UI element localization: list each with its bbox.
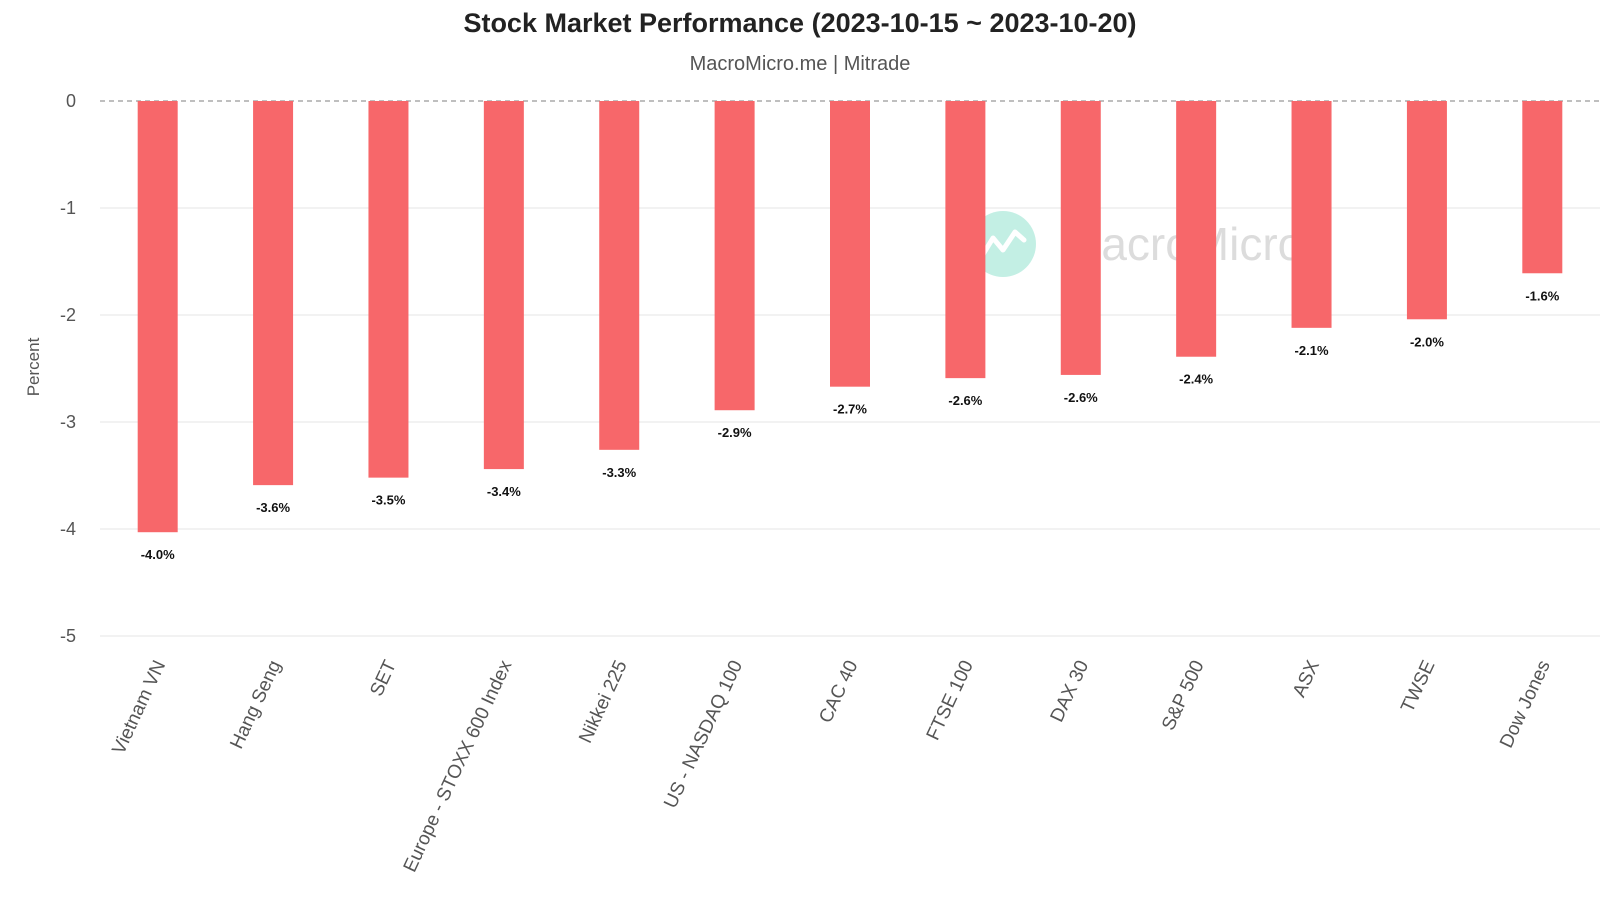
x-tick-label: S&P 500 — [1158, 657, 1209, 734]
data-label: -2.0% — [1410, 334, 1444, 349]
x-tick-label: Dow Jones — [1496, 657, 1555, 751]
y-tick-label: -2 — [60, 305, 76, 325]
data-label: -3.3% — [602, 465, 636, 480]
bar[interactable] — [253, 101, 294, 486]
trend-chart-icon — [970, 211, 1036, 277]
y-tick-label: -1 — [60, 198, 76, 218]
data-label: -2.1% — [1295, 343, 1329, 358]
bar[interactable] — [137, 101, 178, 533]
bar[interactable] — [483, 101, 524, 470]
data-label: -1.6% — [1525, 288, 1559, 303]
y-tick-label: -3 — [60, 412, 76, 432]
bar[interactable] — [368, 101, 409, 478]
chart-subtitle: MacroMicro.me | Mitrade — [689, 53, 911, 75]
x-tick-label: DAX 30 — [1047, 657, 1094, 725]
x-tick-label: Hang Seng — [226, 657, 285, 752]
x-tick-label: CAC 40 — [815, 657, 862, 726]
data-label: -2.4% — [1179, 372, 1213, 387]
data-labels: -4.0% -3.6% -3.5% -3.4% -3.3% -2.9% -2.7% -2.6%… — [141, 288, 1560, 562]
data-label: -2.9% — [718, 425, 752, 440]
y-tick-label: -5 — [60, 626, 76, 646]
data-label: -3.4% — [487, 484, 521, 499]
y-tick-label: 0 — [66, 91, 76, 111]
bar[interactable] — [945, 101, 986, 379]
data-label: -2.6% — [1064, 390, 1098, 405]
data-label: -2.7% — [833, 402, 867, 417]
bar[interactable] — [1060, 101, 1101, 375]
bar[interactable] — [1176, 101, 1217, 357]
bars — [137, 101, 1563, 533]
x-tick-label: TWSE — [1397, 657, 1439, 716]
x-tick-label: FTSE 100 — [923, 657, 978, 743]
x-tick-label: US - NASDAQ 100 — [660, 657, 747, 811]
x-tick-label: Vietnam VN — [108, 657, 170, 757]
bar[interactable] — [830, 101, 870, 387]
x-tick-label: Nikkei 225 — [575, 657, 632, 746]
watermark: MacroMicro — [970, 211, 1303, 277]
bar[interactable] — [599, 101, 640, 450]
x-tick-label: ASX — [1289, 657, 1324, 701]
bar[interactable] — [1291, 101, 1332, 328]
bar[interactable] — [714, 101, 755, 411]
bar[interactable] — [1522, 101, 1563, 274]
data-label: -2.6% — [948, 393, 982, 408]
x-tick-label: SET — [366, 657, 401, 700]
data-label: -3.5% — [371, 493, 405, 508]
x-tick-label: Europe - STOXX 600 Index — [400, 657, 517, 876]
chart-title: Stock Market Performance (2023-10-15 ~ 2… — [463, 8, 1137, 38]
y-tick-label: -4 — [60, 519, 76, 539]
data-label: -3.6% — [256, 500, 290, 515]
y-axis-label: Percent — [24, 337, 43, 396]
bar[interactable] — [1406, 101, 1447, 320]
data-label: -4.0% — [141, 547, 175, 562]
